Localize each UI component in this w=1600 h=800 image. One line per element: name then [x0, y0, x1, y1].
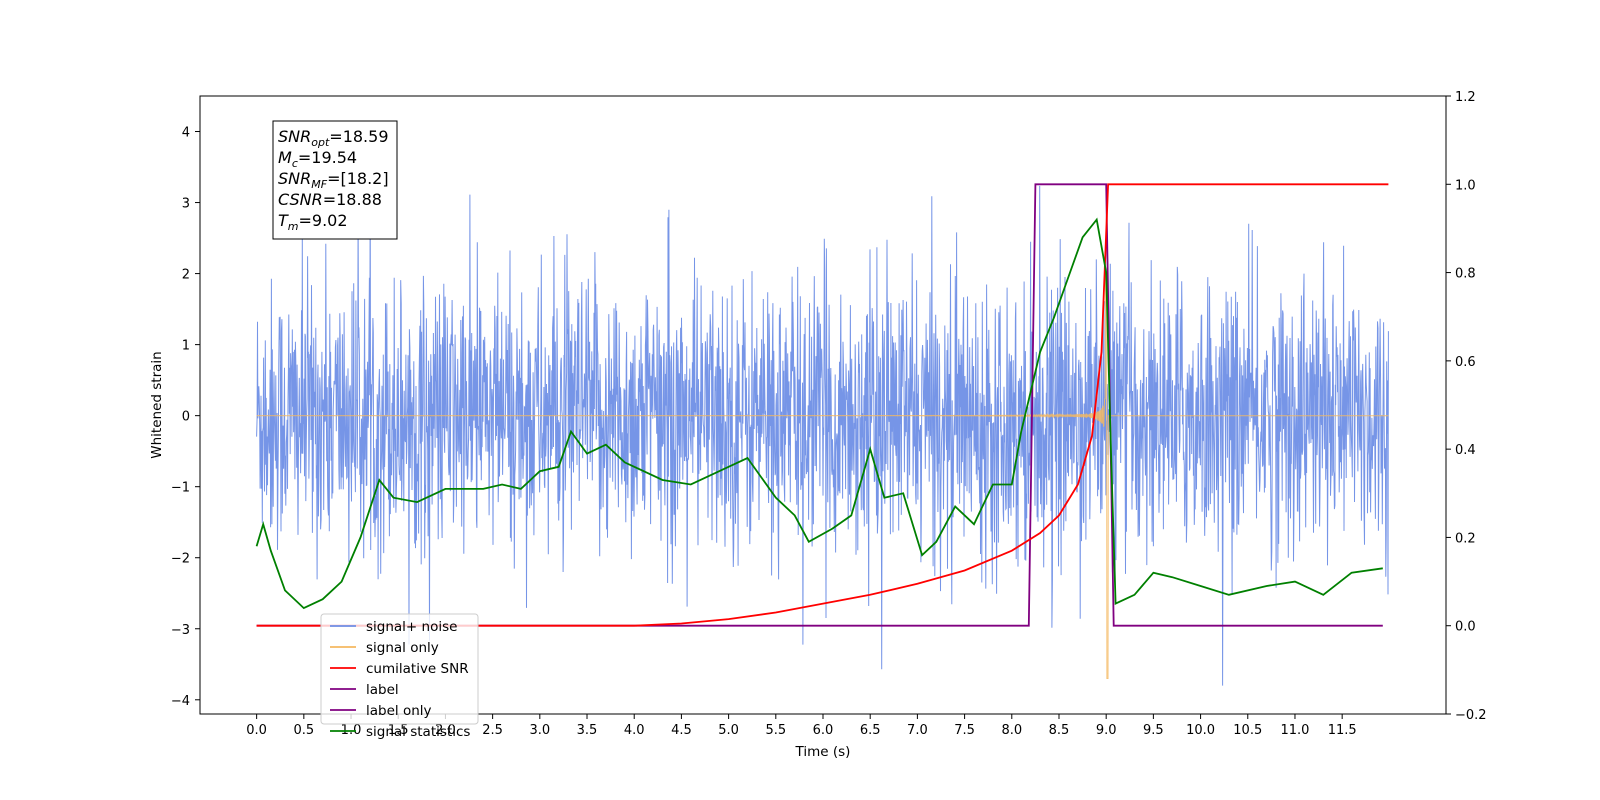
- x-tick-label: 8.5: [1049, 723, 1070, 738]
- x-tick-label: 0.5: [293, 723, 314, 738]
- x-tick-label: 3.0: [529, 723, 550, 738]
- x-tick-label: 4.5: [671, 723, 692, 738]
- x-tick-label: 7.5: [954, 723, 975, 738]
- x-tick-label: 3.5: [577, 723, 598, 738]
- x-axis-label: Time (s): [795, 744, 851, 760]
- x-tick-label: 6.0: [813, 723, 834, 738]
- x-tick-label: 7.0: [907, 723, 928, 738]
- y2-tick-label: 0.4: [1455, 443, 1476, 458]
- series-label: [256, 183, 1383, 627]
- annotation-line: SNRMF=[18.2]: [278, 169, 389, 191]
- y-tick-label: −2: [171, 552, 190, 567]
- x-tick-label: 2.5: [482, 723, 503, 738]
- annotation-box: SNRopt=18.59Mc=19.54SNRMF=[18.2]CSNR=18.…: [272, 120, 398, 240]
- x-tick-label: 8.0: [1001, 723, 1022, 738]
- legend-entry: signal+ noise: [366, 619, 457, 635]
- y2-tick-label: 1.0: [1455, 178, 1476, 193]
- x-tick-label: 5.0: [718, 723, 739, 738]
- plot-area: [255, 158, 1389, 686]
- legend-entry: signal statistics: [366, 724, 470, 740]
- series-signal-statistics: [255, 217, 1383, 610]
- legend-frame: [320, 613, 479, 725]
- legend-entry: label only: [366, 703, 432, 719]
- y2-tick-label: 0.8: [1455, 267, 1476, 282]
- y-tick-label: −3: [171, 623, 190, 638]
- y-tick-label: −1: [171, 481, 190, 496]
- x-tick-label: 5.5: [765, 723, 786, 738]
- y-axis-right: −0.2 0.0 0.2 0.4 0.6 0.8 1.0 1.2: [1446, 90, 1487, 723]
- legend-entry: signal only: [366, 640, 439, 656]
- x-tick-label: 11.5: [1328, 723, 1357, 738]
- x-tick-label: 9.5: [1143, 723, 1164, 738]
- x-tick-label: 9.0: [1096, 723, 1117, 738]
- series-cumulative-snr: [256, 183, 1389, 627]
- x-tick-label: 2.0: [435, 723, 456, 738]
- x-axis: 0.0 0.5 1.0 1.5 2.0 2.5 3.0 3.5 4.0 4.5 5.0 5.5 6.0 6…: [246, 714, 1357, 738]
- y-tick-label: 4: [182, 126, 190, 141]
- y-tick-label: 3: [182, 197, 190, 212]
- y-tick-label: 1: [182, 339, 190, 354]
- y-tick-label: 2: [182, 268, 190, 283]
- y2-tick-label: 0.0: [1455, 620, 1476, 635]
- legend-entry: cumilative SNR: [366, 661, 469, 677]
- x-tick-label: 11.0: [1280, 723, 1309, 738]
- series-signal-noise: [256, 158, 1389, 686]
- annotation-line: CSNR=18.88: [278, 190, 382, 209]
- x-tick-label: 0.0: [246, 723, 267, 738]
- x-tick-label: 4.0: [624, 723, 645, 738]
- x-tick-label: 10.0: [1186, 723, 1215, 738]
- y-tick-label: 0: [182, 410, 190, 425]
- annotation-line: SNRopt=18.59: [278, 127, 389, 149]
- y2-tick-label: 1.2: [1455, 90, 1476, 105]
- y-axis-label: Whitened strain: [149, 351, 165, 458]
- x-tick-label: 1.5: [388, 723, 409, 738]
- legend: signal+ noise signal only cumilative SNR la…: [320, 613, 479, 740]
- series-signal-only: [256, 273, 1389, 679]
- y2-tick-label: −0.2: [1455, 708, 1487, 723]
- x-tick-label: 10.5: [1233, 723, 1262, 738]
- y-axis-left: −4 −3 −2 −1 0 1 2 3 4: [171, 126, 200, 709]
- y2-tick-label: 0.2: [1455, 531, 1476, 546]
- legend-entry: label: [366, 682, 399, 698]
- x-tick-label: 6.5: [860, 723, 881, 738]
- annotation-line: Tm=9.02: [278, 211, 348, 233]
- y-tick-label: −4: [171, 694, 190, 709]
- y2-tick-label: 0.6: [1455, 355, 1476, 370]
- annotation-line: Mc=19.54: [278, 148, 357, 170]
- annotation-frame: [272, 120, 398, 240]
